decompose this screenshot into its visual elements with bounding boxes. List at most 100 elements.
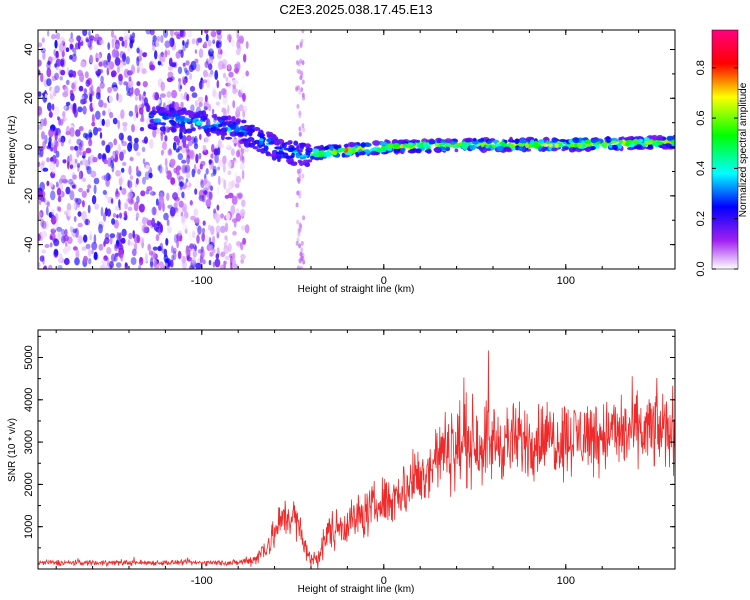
spectrogram-noise-blob [149,30,155,36]
spectrogram-noise-blob [141,146,146,153]
spectrogram-track-blob [229,123,236,130]
spectrogram-noise-blob [42,167,49,172]
spectrogram-noise-blob [136,151,141,156]
spectrogram-noise-blob [46,67,52,78]
spectrogram-noise-blob [242,155,245,164]
spectrogram-noise-blob [55,181,59,188]
spectrogram-noise-blob [103,240,106,247]
spectrogram-noise-blob [117,93,123,103]
spectrogram-noise-blob [49,182,54,188]
spectrogram-noise-blob [116,92,119,101]
spectrogram-noise-blob [185,60,190,66]
spectrogram-noise-blob [167,71,174,79]
spectrogram-noise-blob [177,250,182,260]
spectrogram-track-blob [454,148,459,153]
snr-y-tick-label: 2000 [23,472,35,496]
spectrogram-noise-blob [115,262,122,268]
spectrogram-track-blob [290,147,297,151]
spectrogram-noise-blob [63,246,68,255]
spectrogram-track-blob [530,139,534,145]
spectrogram-noise-blob [129,156,134,162]
spectrogram-noise-blob [97,53,101,60]
spectrogram-noise-blob [149,64,156,71]
spectrogram-track-blob [263,145,269,152]
spectrogram-noise-blob [74,145,79,151]
spectrogram-noise-blob [89,54,94,64]
spectrogram-noise-blob [142,52,148,58]
spectrogram-noise-blob [57,231,62,241]
colorbar-tick-label: 0.0 [695,261,707,276]
spectrogram-noise-blob [97,152,102,160]
spectrogram-track-blob [596,141,601,145]
spectrogram-noise-blob [54,213,59,222]
spectrogram-track-blob [220,115,229,121]
spectrogram-noise-blob [208,244,214,252]
spectrogram-stripe-blob [302,127,306,133]
spectrogram-noise-blob [168,103,175,110]
spectrogram-noise-blob [210,30,217,38]
spectrogram-noise-blob [39,212,42,218]
spectrogram-noise-blob [233,67,239,74]
spectrogram-noise-blob [88,95,92,101]
spectrogram-track-blob [514,138,520,145]
spectrogram-noise-blob [113,138,118,146]
spectrogram-noise-blob [162,141,167,151]
spectrogram-noise-blob [165,238,169,246]
spectrogram-stripe-blob [296,103,300,109]
spectrogram-noise-blob [145,164,150,172]
spectrogram-noise-blob [160,131,164,142]
spectrogram-track-blob [569,144,574,147]
spectrogram-noise-blob [96,127,102,132]
spectrogram-noise-blob [117,102,122,110]
spectrogram-noise-blob [87,204,91,214]
spectrogram-track-blob [410,139,418,143]
spectrogram-noise-blob [44,200,50,206]
spectrogram-track-blob [271,134,277,139]
spectrogram-noise-blob [206,73,213,78]
spectrogram-track-blob [656,140,661,146]
spectrogram-noise-blob [223,260,226,269]
spectrogram-noise-blob [219,111,224,117]
spectrogram-noise-blob [135,212,140,219]
spectrogram-noise-blob [166,192,170,201]
spectrogram-noise-blob [160,224,164,233]
spectrogram-noise-blob [81,246,87,251]
snr-x-label: Height of straight line (km) [298,584,415,595]
spectrogram-noise-blob [38,70,41,75]
spectrogram-noise-blob [197,249,204,254]
spectrogram-noise-blob [195,262,202,269]
spectrogram-track-blob [661,143,667,150]
spectrogram-noise-blob [230,148,235,156]
spectrogram-noise-blob [68,139,71,144]
spectrogram-noise-blob [208,260,212,266]
spectrogram-noise-blob [163,212,169,221]
spectrogram-noise-blob [162,30,169,38]
spectrogram-noise-blob [144,97,148,106]
spectrogram-noise-blob [118,199,121,208]
spectrogram-noise-blob [99,81,105,89]
spectrogram-stripe-blob [298,222,302,228]
spectrogram-noise-blob [208,49,211,56]
spectrogram-track-blob [293,140,299,146]
spectrogram-noise-blob [103,212,107,222]
spectrogram-track-blob [259,140,264,145]
spectrogram-noise-blob [176,239,180,249]
spectrogram-track-blob [160,122,167,126]
spectrogram-noise-blob [164,50,168,58]
spectrogram-noise-blob [133,242,138,251]
spectrogram-noise-blob [71,184,76,189]
spectrogram-noise-blob [134,104,138,114]
spectrogram-noise-blob [225,212,231,221]
spectrogram-noise-blob [178,181,184,187]
spectrogram-track-blob [477,138,485,143]
spectrogram-noise-blob [218,60,224,70]
spectrogram-noise-blob [84,71,89,79]
spectrogram-noise-blob [147,243,151,251]
spectrogram-stripe-blob [301,173,305,179]
spectrogram-noise-blob [128,232,133,240]
spectrogram-noise-blob [203,177,207,185]
spectrogram-noise-blob [194,178,200,188]
spectrogram-noise-blob [203,106,208,111]
spectrogram-noise-blob [98,61,103,67]
spectrogram-noise-blob [152,246,158,251]
